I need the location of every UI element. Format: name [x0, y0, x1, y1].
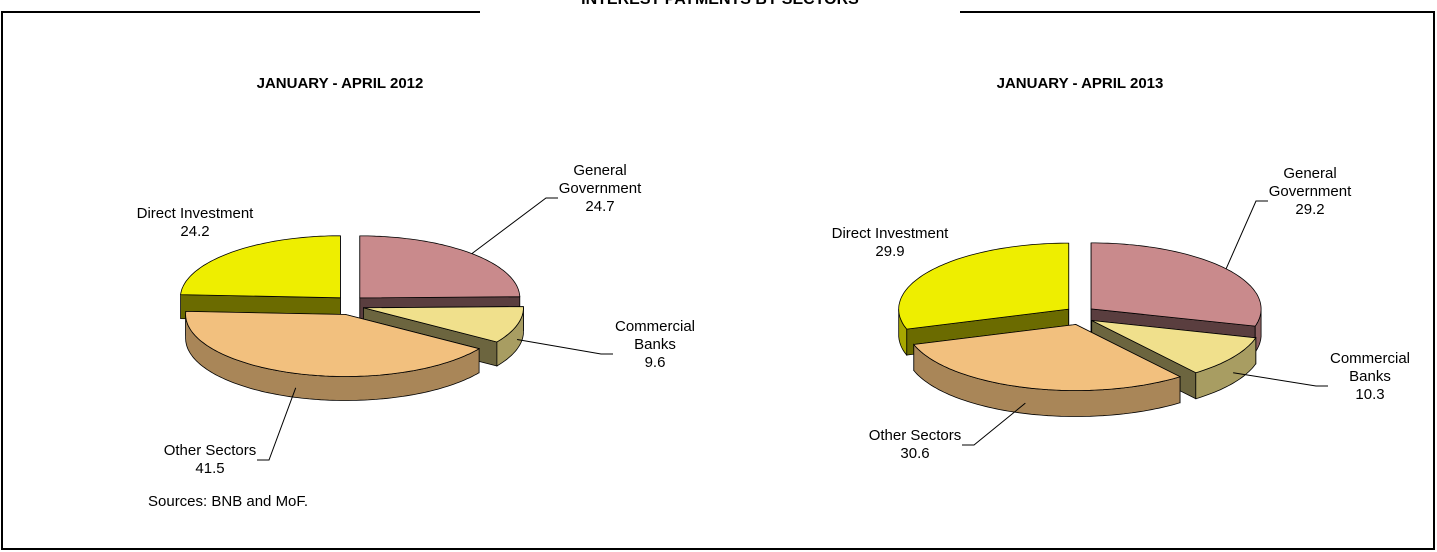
leader-line: [471, 197, 558, 255]
category-label: Other Sectors: [163, 442, 257, 459]
category-label: Other Sectors: [868, 427, 962, 444]
leader-line: [257, 387, 297, 461]
pie-slice: [1091, 320, 1257, 374]
data-label: General Government 29.2: [1250, 165, 1370, 219]
value-label: 41.5: [195, 460, 225, 477]
leader-line: [517, 338, 613, 355]
data-label: Direct Investment 29.9: [830, 225, 950, 261]
source-note: Sources: BNB and MoF.: [148, 493, 309, 510]
category-label: Commercial Banks: [614, 318, 695, 353]
pie-slice: [913, 324, 1182, 391]
data-label: Commercial Banks 9.6: [595, 318, 715, 372]
pie-slice: [359, 235, 521, 299]
value-label: 24.7: [585, 198, 615, 215]
data-label: Commercial Banks 10.3: [1310, 350, 1430, 404]
value-label: 29.2: [1295, 201, 1325, 218]
value-label: 30.6: [900, 445, 930, 462]
chart-title: JANUARY - APRIL 2012: [256, 75, 424, 92]
pie-slice: [898, 242, 1070, 330]
pie-slice: [180, 235, 341, 299]
category-label: General Government: [1268, 165, 1352, 200]
pie-slice: [363, 306, 524, 343]
category-label: Commercial Banks: [1329, 350, 1410, 385]
value-label: 9.6: [644, 354, 666, 371]
category-label: General Government: [558, 162, 642, 197]
value-label: 10.3: [1355, 386, 1385, 403]
title-bg: [480, 0, 960, 14]
category-label: Direct Investment: [136, 205, 254, 222]
data-label: General Government 24.7: [540, 162, 660, 216]
pie-slice: [1090, 242, 1262, 327]
page-title: INTEREST PAYMENTS BY SECTORS: [420, 0, 1020, 9]
value-label: 29.9: [875, 243, 905, 260]
leader-line: [1225, 200, 1268, 269]
leader-line: [1233, 372, 1328, 387]
pie-slice: [185, 310, 481, 377]
data-label: Other Sectors 41.5: [145, 442, 275, 478]
chart-title: JANUARY - APRIL 2013: [996, 75, 1164, 92]
value-label: 24.2: [180, 223, 210, 240]
leader-line: [962, 402, 1026, 446]
data-label: Direct Investment 24.2: [135, 205, 255, 241]
category-label: Direct Investment: [831, 225, 949, 242]
data-label: Other Sectors 30.6: [850, 427, 980, 463]
